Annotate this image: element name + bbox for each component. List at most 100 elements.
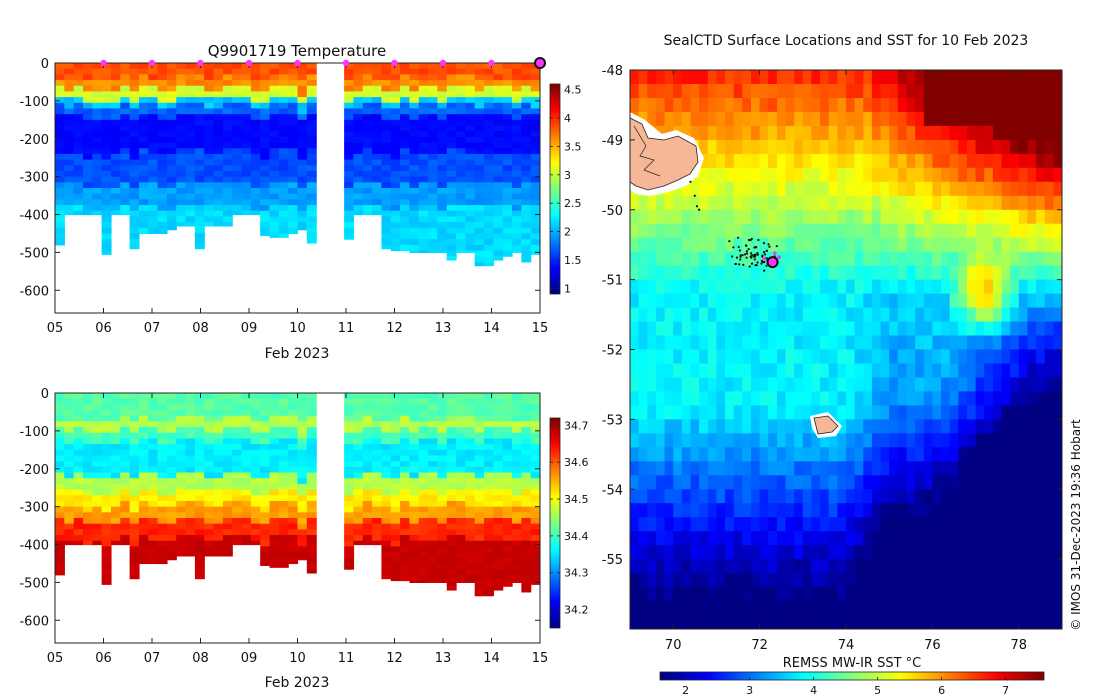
sst-cell (794, 293, 804, 309)
heatmap-cell (400, 165, 411, 172)
heatmap-cell (400, 159, 411, 166)
sst-cell (716, 405, 726, 420)
sst-cell (906, 307, 916, 323)
sst-cell (733, 601, 743, 616)
sst-cell (889, 363, 899, 379)
heatmap-cell (446, 227, 457, 235)
heatmap-cell (344, 165, 355, 172)
heatmap-cell (381, 438, 392, 445)
heatmap-cell (92, 432, 103, 440)
heatmap-cell (484, 165, 494, 172)
heatmap-cell (381, 404, 392, 411)
sst-cell (742, 279, 752, 295)
heatmap-cell (148, 518, 159, 525)
heatmap-cell (148, 102, 159, 110)
heatmap-cell (409, 125, 420, 132)
sst-cell (1001, 573, 1011, 588)
sst-cell (863, 503, 873, 518)
sst-cell (725, 125, 735, 141)
sst-cell (690, 251, 700, 267)
heatmap-cell (297, 142, 308, 149)
sst-cell (1018, 363, 1028, 379)
heatmap-cell (288, 193, 299, 200)
heatmap-cell (64, 165, 75, 172)
sst-cell (846, 433, 856, 448)
heatmap-cell (372, 404, 383, 411)
heatmap-cell (269, 85, 280, 93)
heatmap-cell (465, 222, 476, 229)
heatmap-cell (381, 91, 392, 98)
heatmap-cell (55, 210, 65, 218)
heatmap-cell (110, 500, 121, 508)
sst-cell (949, 377, 959, 393)
heatmap-cell (381, 461, 392, 468)
sst-cell (846, 461, 856, 476)
heatmap-cell (204, 205, 215, 212)
heatmap-cell (148, 205, 159, 212)
heatmap-cell (400, 97, 411, 104)
heatmap-cell (456, 63, 466, 70)
heatmap-cell (353, 199, 364, 206)
sst-cell (863, 447, 873, 462)
heatmap-cell (400, 427, 411, 434)
heatmap-cell (157, 540, 168, 548)
heatmap-cell (306, 466, 317, 474)
heatmap-cell (250, 393, 261, 400)
heatmap-cell (530, 205, 540, 212)
sst-cell (742, 489, 752, 504)
colorbar-tick-label: 3 (564, 169, 571, 182)
heatmap-cell (260, 535, 271, 542)
heatmap-cell (232, 119, 243, 127)
sst-cell (776, 307, 787, 323)
heatmap-cell (110, 74, 121, 81)
sst-cell (871, 279, 882, 295)
heatmap-cell (260, 427, 271, 434)
heatmap-cell (372, 153, 383, 161)
sst-cell (880, 461, 890, 476)
sst-cell (837, 517, 847, 532)
heatmap-cell (288, 136, 299, 144)
sst-cell (915, 447, 925, 462)
sst-cell (863, 489, 873, 504)
sst-cell (837, 237, 847, 253)
heatmap-cell (512, 74, 522, 81)
heatmap-cell (250, 176, 261, 183)
heatmap-cell (512, 563, 522, 570)
heatmap-cell (55, 199, 65, 206)
sst-cell (673, 307, 683, 323)
heatmap-cell (213, 210, 224, 218)
sst-cell (785, 587, 795, 602)
sst-cell (716, 195, 726, 211)
heatmap-cell (502, 199, 513, 206)
sst-cell (768, 517, 778, 532)
sst-cell (811, 181, 821, 197)
heatmap-cell (222, 449, 233, 457)
sst-cell (1010, 181, 1020, 197)
heatmap-cell (353, 165, 364, 172)
heatmap-cell (185, 199, 196, 206)
heatmap-cell (129, 136, 140, 144)
sst-cell (802, 139, 812, 155)
heatmap-cell (484, 563, 494, 570)
heatmap-cell (502, 63, 513, 70)
heatmap-cell (241, 182, 252, 189)
heatmap-cell (176, 165, 187, 172)
heatmap-cell (73, 404, 84, 411)
heatmap-cell (521, 393, 532, 400)
heatmap-cell (194, 438, 205, 445)
heatmap-cell (493, 244, 504, 252)
heatmap-cell (101, 193, 112, 200)
sst-cell (751, 279, 761, 295)
sst-cell (932, 559, 942, 574)
heatmap-cell (521, 438, 532, 445)
sst-cell (655, 475, 666, 490)
heatmap-cell (465, 552, 476, 559)
sst-cell (655, 209, 666, 225)
heatmap-cell (521, 222, 532, 229)
heatmap-cell (446, 125, 457, 132)
heatmap-cell (306, 80, 317, 87)
heatmap-cell (409, 523, 420, 530)
heatmap-cell (288, 80, 299, 87)
heatmap-cell (381, 74, 392, 81)
heatmap-cell (512, 472, 522, 479)
